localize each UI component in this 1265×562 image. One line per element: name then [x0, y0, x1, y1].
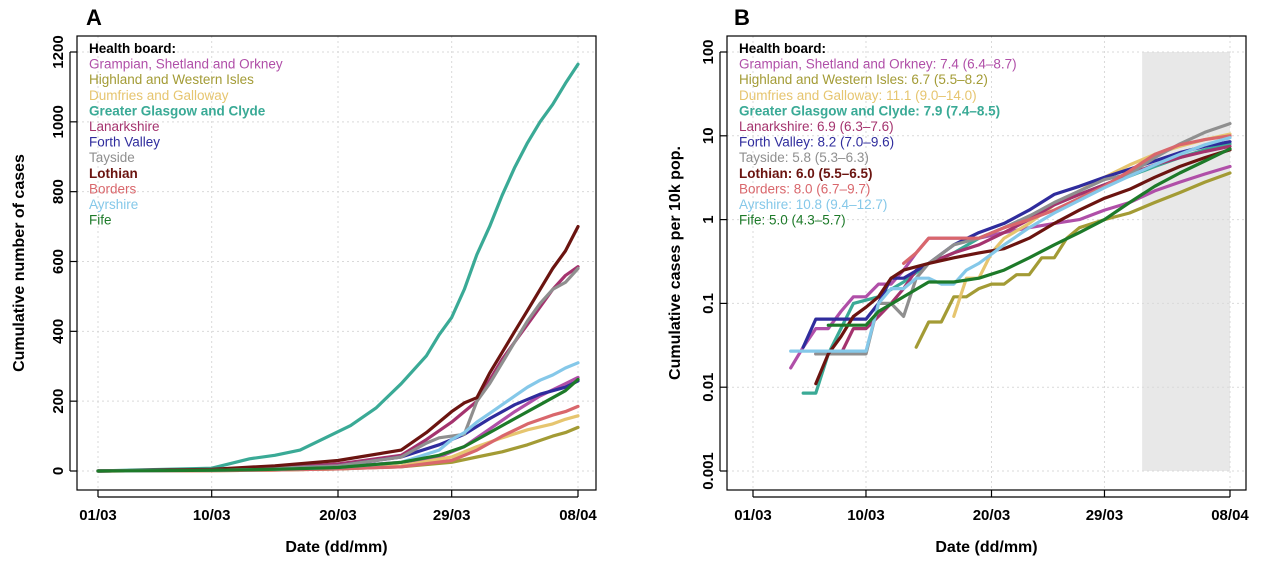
legend-entry: Forth Valley [89, 135, 160, 150]
series-line-lothian [814, 148, 1232, 386]
series-line-lothian [96, 225, 580, 473]
legend-entry: Lothian: 6.0 (5.5–6.5) [739, 166, 873, 181]
panel-label-a: A [86, 5, 102, 30]
y-tick-label: 10 [700, 127, 717, 144]
plot-frame [726, 35, 1247, 491]
legend-entry: Ayrshire: 10.8 (9.4–12.7) [739, 197, 887, 212]
panel-b-chart: 01/03 10/03 20/03 29/03 08/04 0.001 0.01 0.1 1 10… [667, 35, 1249, 556]
series-line-ayrshire [789, 136, 1232, 353]
legend-entry: Lothian [89, 166, 138, 181]
x-tick-label: 08/04 [559, 507, 597, 524]
x-tick-label: 20/03 [319, 507, 357, 524]
legend-entry: Dumfries and Galloway [89, 88, 229, 103]
x-tick-label: 08/04 [1211, 507, 1249, 524]
projection-shaded-region [1142, 52, 1230, 471]
y-tick-label: 100 [700, 39, 717, 64]
series-line-fife [96, 377, 580, 473]
x-tick-label: 20/03 [973, 507, 1011, 524]
y-tick-label: 600 [50, 249, 67, 274]
series-line-highland-and-western-isles [914, 171, 1232, 349]
legend-entry: Fife [89, 213, 112, 228]
x-tick-label: 01/03 [79, 507, 117, 524]
series-line-tayside [96, 266, 580, 473]
legend-title: Health board: [89, 41, 176, 56]
x-tick-label: 29/03 [433, 507, 471, 524]
legend-entry: Greater Glasgow and Clyde: 7.9 (7.4–8.5) [739, 103, 1000, 118]
legend-entry: Greater Glasgow and Clyde [89, 103, 266, 118]
y-tick-label: 1200 [50, 35, 67, 68]
legend-entry: Grampian, Shetland and Orkney: 7.4 (6.4–… [739, 57, 1017, 72]
legend-entry: Borders [89, 181, 137, 196]
panel-label-b: B [734, 5, 750, 30]
x-axis-label: Date (dd/mm) [285, 539, 387, 556]
legend-entry: Ayrshire [89, 197, 138, 212]
y-tick-label: 200 [50, 389, 67, 414]
plot-frame [76, 35, 597, 491]
series-line-fife [826, 147, 1232, 327]
y-axis-label: Cumulative cases per 10k pop. [667, 146, 684, 380]
panel-a-chart: 01/03 10/03 20/03 29/03 08/04 0 200 400 600 800 10… [11, 35, 597, 556]
legend-entry: Grampian, Shetland and Orkney [89, 57, 283, 72]
x-axis-label: Date (dd/mm) [935, 539, 1037, 556]
series-line-borders [902, 134, 1232, 265]
y-tick-label: 1 [700, 215, 717, 223]
y-tick-label: 0.1 [700, 293, 717, 314]
x-tick-label: 01/03 [734, 507, 772, 524]
y-tick-label: 1000 [50, 105, 67, 138]
y-tick-label: 0.01 [700, 373, 717, 402]
y-axis-label: Cumulative number of cases [11, 154, 28, 372]
y-tick-label: 0 [50, 467, 67, 475]
legend-entry: Lanarkshire [89, 119, 160, 134]
legend-entry: Lanarkshire: 6.9 (6.3–7.6) [739, 119, 894, 134]
x-tick-label: 10/03 [847, 507, 885, 524]
series-line-greater-glasgow-and-clyde [96, 62, 580, 473]
x-tick-label: 10/03 [193, 507, 231, 524]
legend-entry: Borders: 8.0 (6.7–9.7) [739, 181, 870, 196]
legend-entry: Forth Valley: 8.2 (7.0–9.6) [739, 135, 894, 150]
legend-title: Health board: [739, 41, 826, 56]
y-tick-label: 400 [50, 319, 67, 344]
legend-entry: Fife: 5.0 (4.3–5.7) [739, 213, 846, 228]
legend-entry: Dumfries and Galloway: 11.1 (9.0–14.0) [739, 88, 977, 103]
y-tick-label: 800 [50, 179, 67, 204]
series-line-tayside [814, 122, 1232, 356]
x-tick-label: 29/03 [1086, 507, 1124, 524]
legend-entry: Highland and Western Isles [89, 72, 254, 87]
legend-entry: Highland and Western Isles: 6.7 (5.5–8.2… [739, 72, 988, 87]
legend-entry: Tayside: 5.8 (5.3–6.3) [739, 150, 869, 165]
legend-entry: Tayside [89, 150, 135, 165]
y-tick-label: 0.001 [700, 452, 717, 490]
